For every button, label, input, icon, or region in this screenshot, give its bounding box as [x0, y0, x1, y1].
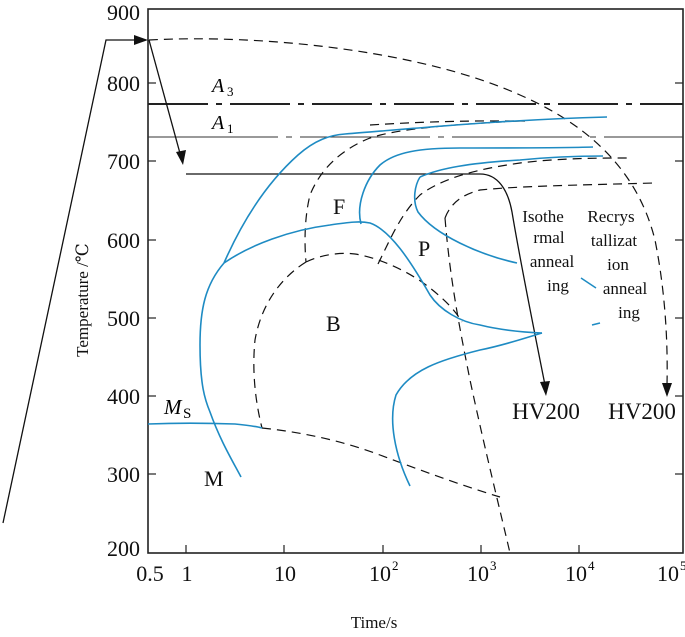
heating-path: [2, 35, 148, 524]
x-tick-label: 0.5: [136, 561, 164, 586]
x-tick-labels: 0.5 1 10 10 2 10 3 10 4 10 5: [136, 558, 685, 586]
svg-text:tallizat: tallizat: [591, 231, 638, 250]
a3-label: A: [210, 75, 225, 97]
plot-frame: [147, 8, 684, 554]
y-axis: [148, 82, 683, 475]
a1-label: A: [210, 112, 225, 134]
y-tick-label: 900: [107, 0, 140, 25]
x-tick-label: 10: [274, 561, 296, 586]
svg-text:ion: ion: [607, 255, 629, 274]
ms-label: M: [163, 395, 183, 419]
y-tick-label: 200: [107, 536, 140, 561]
ms-label-sub: S: [183, 406, 191, 422]
isothermal-annealing-annotation: Isothe rmal anneal ing HV200: [512, 207, 580, 424]
region-label-ferrite: F: [333, 194, 345, 219]
x-tick-label: 10: [369, 561, 391, 586]
y-tick-label: 300: [107, 462, 140, 487]
region-label-bainite: B: [326, 311, 341, 336]
region-label-pearlite: P: [418, 236, 430, 261]
x-tick-sup: 4: [588, 558, 595, 573]
y-tick-label: 400: [107, 384, 140, 409]
svg-text:anneal: anneal: [530, 252, 575, 271]
x-tick-sup: 2: [392, 558, 399, 573]
x-tick-sup: 3: [490, 558, 497, 573]
y-axis-title: Temperature /℃: [73, 243, 92, 357]
svg-text:Recrys: Recrys: [587, 207, 634, 226]
recrystallization-annealing-annotation: Recrys tallizat ion anneal ing HV200: [587, 207, 675, 424]
isothermal-anneal-path: [186, 173, 546, 386]
cct-blue-curves: [147, 116, 608, 487]
y-tick-labels: 900 800 700 600 500 400 300 200: [107, 0, 140, 561]
y-tick-label: 600: [107, 228, 140, 253]
x-axis: [185, 545, 580, 553]
arrow-right-icon: [134, 35, 148, 45]
y-tick-label: 500: [107, 306, 140, 331]
x-tick-label: 10: [467, 561, 489, 586]
blue-stub: [580, 277, 597, 289]
cooling-arrow: [148, 39, 186, 165]
arrow-down-icon: [662, 383, 672, 397]
x-tick-label: 10: [657, 561, 679, 586]
hv-label-recrystallization: HV200: [608, 399, 676, 424]
y-tick-label: 800: [107, 71, 140, 96]
svg-text:ing: ing: [618, 303, 640, 322]
svg-text:anneal: anneal: [603, 279, 648, 298]
svg-text:Isothe: Isothe: [522, 207, 564, 226]
arrow-down-icon: [540, 381, 550, 396]
a1-label-sub: 1: [227, 121, 234, 136]
x-axis-title: Time/s: [351, 613, 398, 632]
x-tick-label: 10: [565, 561, 587, 586]
y-tick-label: 700: [107, 149, 140, 174]
x-tick-label: 1: [182, 561, 193, 586]
svg-text:rmal: rmal: [533, 228, 564, 247]
hv-label-isothermal: HV200: [512, 399, 580, 424]
recrystallization-anneal-path: [148, 38, 668, 386]
svg-text:ing: ing: [547, 276, 569, 295]
ttt-dashed-curves: [253, 120, 656, 554]
a3-label-sub: 3: [227, 84, 234, 99]
x-tick-sup: 5: [680, 558, 685, 573]
arrow-down-icon: [176, 150, 186, 165]
region-label-martensite: M: [204, 466, 224, 491]
blue-stub: [591, 322, 601, 326]
